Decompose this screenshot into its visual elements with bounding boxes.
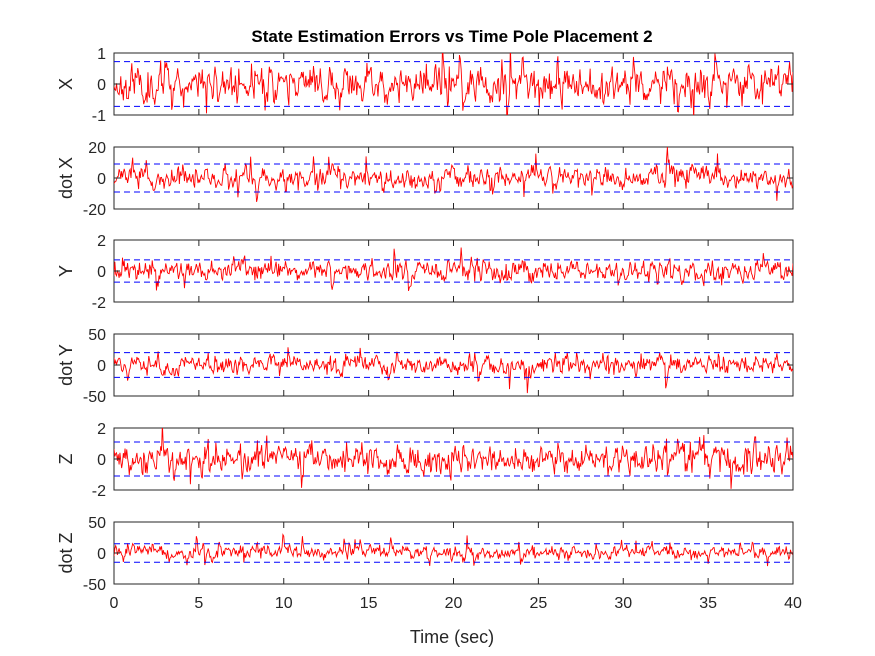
y-tick-label: -2 [92,483,106,500]
x-tick-label: 15 [360,595,378,612]
y-axis-label: dot Y [56,344,76,386]
x-axis-label: Time (sec) [410,627,494,647]
y-tick-label: 0 [97,77,106,94]
y-tick-label: 50 [88,515,106,532]
y-tick-label: 0 [97,358,106,375]
error-series-line [114,147,793,202]
y-tick-label: 1 [97,46,106,63]
x-tick-label: 20 [445,595,463,612]
y-tick-label: 0 [97,264,106,281]
y-axis-label: Y [56,265,76,277]
axes-frame [113,52,794,116]
y-tick-label: -2 [92,295,106,312]
y-tick-label: 20 [88,140,106,157]
error-series-line [114,347,793,394]
y-tick-label: 2 [97,421,106,438]
error-series-line [114,53,793,115]
subplot-y: -2 0 2 Y [56,233,794,312]
y-tick-label: 0 [97,452,106,469]
y-tick-label: -20 [83,202,106,219]
y-axis-label: dot Z [56,532,76,573]
axes-frame [113,146,794,210]
y-tick-label: 0 [97,546,106,563]
y-tick-label: 50 [88,327,106,344]
x-tick-label: 10 [275,595,293,612]
subplot-x: -1 0 1 X [56,46,794,125]
subplot-dot-x: -20 0 20 dot X [56,140,794,219]
subplot-z: -2 0 2 Z [56,421,794,500]
y-axis-label: Z [56,454,76,465]
error-series-line [114,428,793,489]
x-tick-label: 35 [699,595,717,612]
y-axis-label: X [56,78,76,90]
x-tick-label: 40 [784,595,802,612]
y-tick-label: -1 [92,108,106,125]
x-tick-label: 30 [614,595,632,612]
subplot-dot-y: -50 0 50 dot Y [56,327,794,406]
y-tick-label: 2 [97,233,106,250]
y-tick-label: 0 [97,171,106,188]
x-tick-label: 25 [529,595,547,612]
x-tick-label: 5 [194,595,203,612]
chart-title: State Estimation Errors vs Time Pole Pla… [251,27,652,46]
y-axis-label: dot X [56,157,76,199]
y-tick-label: -50 [83,577,106,594]
x-tick-label: 0 [110,595,119,612]
y-tick-label: -50 [83,389,106,406]
error-series-line [114,247,793,292]
error-series-line [114,533,793,567]
